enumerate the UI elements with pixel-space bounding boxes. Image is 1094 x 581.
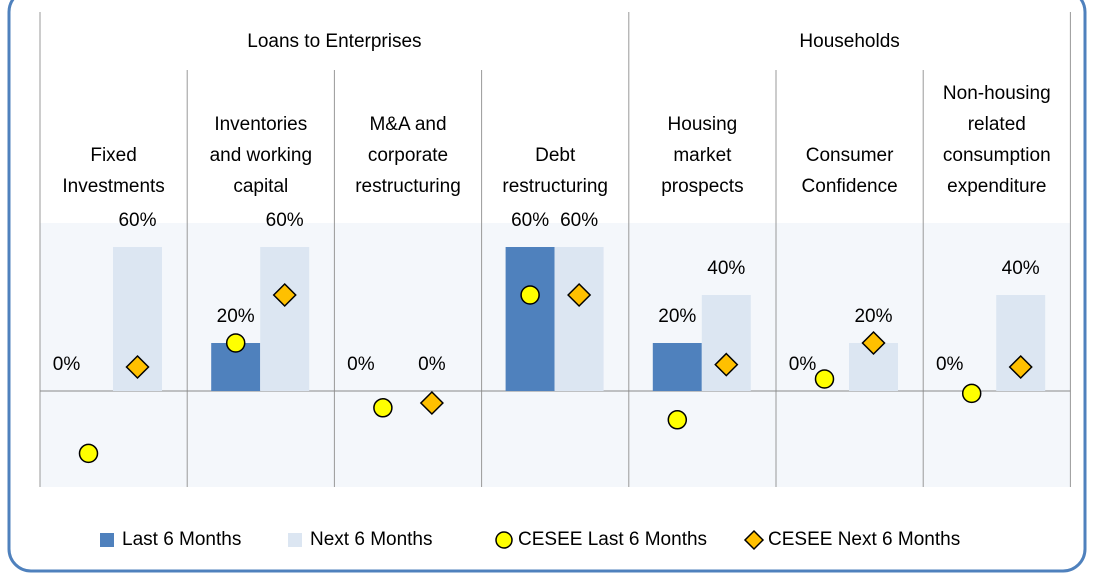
data-label: 40% (707, 258, 745, 279)
marker-circle (814, 369, 835, 389)
category-label: Debt restructuring (502, 145, 608, 197)
data-label: 0% (789, 354, 817, 375)
category-label: Consumer Confidence (802, 145, 898, 197)
data-label: 0% (418, 354, 446, 375)
category-line: capital (233, 176, 288, 197)
category-line: related (968, 114, 1026, 135)
category-line: consumption (943, 145, 1051, 166)
group-label: Loans to Enterprises (247, 31, 421, 52)
marker-diamond (861, 330, 886, 356)
category-line: restructuring (502, 176, 608, 197)
marker-diamond (272, 282, 297, 308)
bar (505, 247, 555, 391)
legend-label: CESEE Next 6 Months (768, 529, 960, 550)
data-label: 0% (936, 354, 964, 375)
legend-label: CESEE Last 6 Months (518, 529, 707, 550)
marker-circle (667, 410, 688, 430)
legend-swatch (495, 531, 513, 549)
marker-circle (225, 333, 246, 353)
data-label: 20% (217, 306, 255, 327)
bar (652, 343, 702, 391)
category-label: Fixed Investments (62, 145, 164, 197)
legend-swatch (288, 533, 302, 547)
category-label: Inventories and working capital (210, 114, 312, 197)
data-label: 0% (53, 354, 81, 375)
category-line: prospects (661, 176, 743, 197)
data-label: 60% (118, 210, 156, 231)
category-line: Housing (668, 114, 738, 135)
marker-diamond (567, 282, 592, 308)
marker-circle (373, 398, 393, 418)
category-line: expenditure (947, 176, 1046, 197)
category-line: and working (210, 145, 312, 166)
category-line: Investments (62, 176, 164, 197)
category-line: restructuring (355, 176, 461, 197)
category-line: Confidence (802, 176, 898, 197)
legend-swatch (100, 533, 114, 547)
category-line: Inventories (214, 114, 307, 135)
marker-circle (961, 383, 982, 404)
data-label: 0% (347, 354, 375, 375)
category-line: Debt (535, 145, 576, 166)
marker-diamond (419, 390, 444, 416)
data-label: 20% (854, 306, 892, 327)
marker-diamond (125, 354, 150, 380)
category-label: Housing market prospects (661, 114, 743, 197)
marker-diamond (714, 352, 739, 377)
legend-label: Last 6 Months (122, 529, 241, 550)
category-line: Fixed (90, 145, 136, 166)
data-label: 60% (560, 210, 598, 231)
legend-label: Next 6 Months (310, 529, 433, 550)
category-label: Non-housing related consumption expenditure (943, 83, 1051, 197)
category-line: corporate (368, 145, 448, 166)
marker-circle (78, 443, 99, 464)
data-label: 60% (266, 210, 304, 231)
data-label: 20% (658, 306, 696, 327)
category-label: M&A and corporate restructuring (355, 114, 461, 197)
legend-swatch (743, 529, 765, 551)
marker-diamond (1008, 354, 1033, 380)
marker-circle (520, 285, 540, 305)
category-line: M&A and (369, 114, 446, 135)
group-label: Households (799, 31, 899, 52)
data-label: 60% (511, 210, 549, 231)
bar (554, 247, 604, 391)
category-line: Consumer (806, 145, 894, 166)
category-line: market (673, 145, 732, 166)
bar (260, 247, 310, 391)
category-line: Non-housing (943, 83, 1051, 104)
data-label: 40% (1002, 258, 1040, 279)
